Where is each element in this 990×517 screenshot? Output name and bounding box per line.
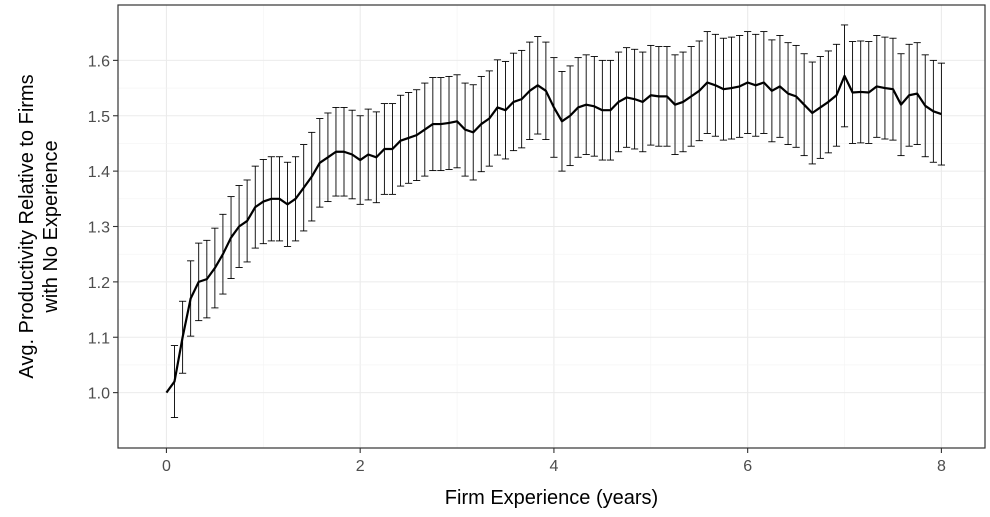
data-line-layer [165,74,942,394]
y-axis-ticks: 1.0 1.1 1.2 1.3 1.4 1.5 1.6 [88,53,118,403]
x-tick-label: 8 [937,458,946,475]
x-tick-label: 0 [162,458,171,475]
y-tick-label: 1.3 [88,220,110,237]
x-tick-label: 2 [356,458,365,475]
x-axis-title: Firm Experience (years) [445,487,658,509]
y-axis-title-line-1: Avg. Productivity Relative to Firms [16,74,38,378]
data-line [165,74,942,394]
y-tick-label: 1.0 [88,386,110,403]
x-tick-label: 4 [549,458,558,475]
y-axis-title-line-2: with No Experience [40,140,62,313]
x-axis-ticks: 0 2 4 6 8 [162,448,946,475]
x-tick-label: 6 [743,458,752,475]
y-tick-label: 1.6 [88,53,110,70]
y-tick-label: 1.5 [88,109,110,126]
y-tick-label: 1.4 [88,164,110,181]
y-tick-label: 1.1 [88,330,110,347]
y-tick-label: 1.2 [88,275,110,292]
